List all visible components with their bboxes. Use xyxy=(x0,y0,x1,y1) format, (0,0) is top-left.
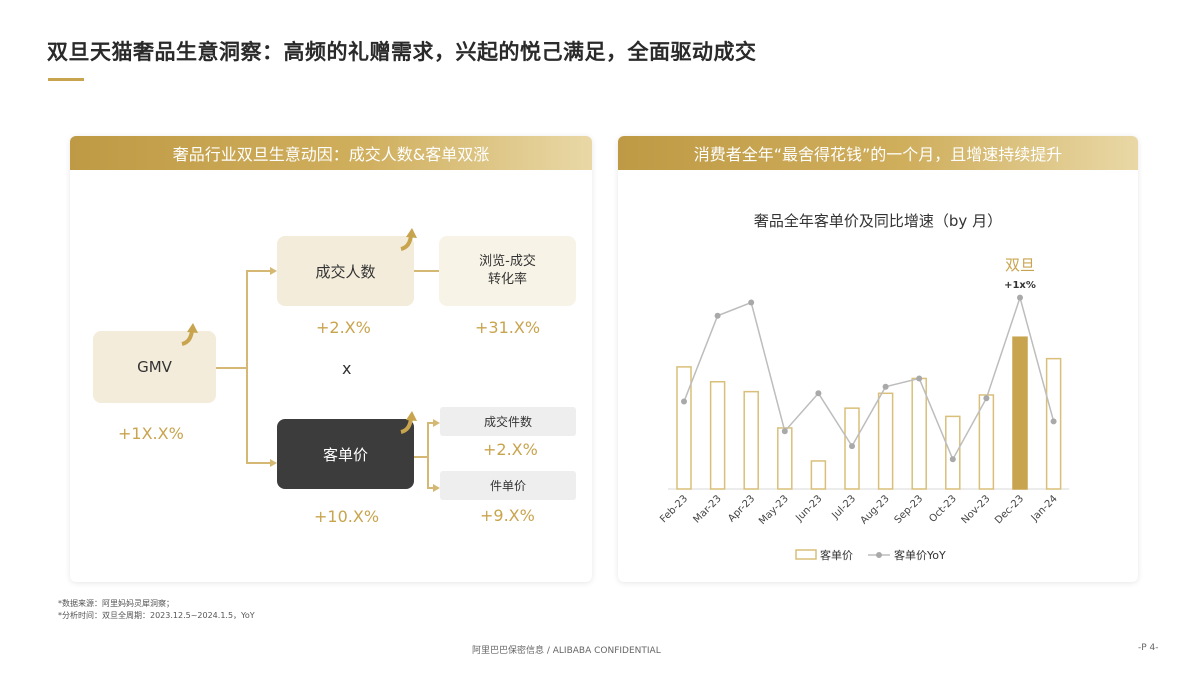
x-tick-label: Sep-23 xyxy=(893,493,926,526)
conversion-label-line1: 浏览-成交 xyxy=(479,254,536,269)
x-tick-label: Jan-24 xyxy=(1029,493,1060,524)
unit-price-value: +9.X% xyxy=(480,506,535,525)
bar-Jun-23 xyxy=(810,460,827,490)
yoy-point-Jan-24 xyxy=(1050,418,1057,425)
x-tick-label: Feb-23 xyxy=(658,493,690,525)
aov-value: +10.X% xyxy=(314,507,380,526)
yoy-point-Nov-23 xyxy=(983,395,990,402)
connector xyxy=(216,367,246,369)
footnote-period: *分析时间：双旦全周期：2023.12.5~2024.1.5，YoY xyxy=(58,611,255,620)
x-tick-label: Apr-23 xyxy=(726,493,757,524)
unit-price-box: 件单价 xyxy=(440,471,576,500)
right-panel-header: 消费者全年“最舍得花钱”的一个月，且增速持续提升 xyxy=(618,136,1138,170)
connector xyxy=(427,422,433,424)
yoy-point-Apr-23 xyxy=(748,299,755,306)
legend-line-marker xyxy=(876,552,882,558)
aov-box: 客单价 xyxy=(277,419,414,489)
x-tick-label: Nov-23 xyxy=(960,493,993,526)
multiply-sign: x xyxy=(342,359,352,378)
buyers-value: +2.X% xyxy=(316,318,371,337)
highlight-annotation: +1x% xyxy=(1004,280,1036,291)
x-tick-label: Jun-23 xyxy=(793,493,824,524)
connector xyxy=(246,270,248,463)
yoy-point-Aug-23 xyxy=(882,383,889,390)
highlight-label: 双旦 xyxy=(1005,256,1035,274)
x-tick-label: May-23 xyxy=(757,493,791,527)
yoy-point-Sep-23 xyxy=(916,375,923,382)
bar-Feb-23 xyxy=(676,366,692,490)
buyers-box: 成交人数 xyxy=(277,236,414,306)
yoy-point-Dec-23 xyxy=(1017,294,1023,301)
items-box: 成交件数 xyxy=(440,407,576,436)
chart-title: 奢品全年客单价及同比增速（by 月） xyxy=(753,212,1003,230)
aov-label: 客单价 xyxy=(322,445,368,464)
connector xyxy=(414,456,427,458)
left-panel-header: 奢品行业双旦生意动因：成交人数&客单双涨 xyxy=(70,136,592,170)
arrow-head xyxy=(270,267,277,275)
gmv-label: GMV xyxy=(137,358,172,376)
legend-bar-label: 客单价 xyxy=(820,548,853,562)
legend-bar-swatch xyxy=(795,549,817,560)
unit-price-label: 件单价 xyxy=(489,479,526,493)
bar-Oct-23 xyxy=(945,415,961,490)
yoy-point-Jul-23 xyxy=(849,443,855,450)
bar-Sep-23 xyxy=(911,377,927,490)
bar-Nov-23 xyxy=(978,394,995,490)
conversion-value: +31.X% xyxy=(475,318,541,337)
connector xyxy=(427,487,433,489)
x-tick-label: Dec-23 xyxy=(993,493,1026,526)
conversion-box: 浏览-成交 转化率 xyxy=(439,236,576,306)
buyers-label: 成交人数 xyxy=(315,262,376,281)
conversion-label-line2: 转化率 xyxy=(487,272,527,287)
arrow-head xyxy=(433,484,440,492)
chart-svg: Feb-23 Mar-23 Apr-23 May-23 Jun-23 Jul-23 Aug-… xyxy=(658,256,1070,562)
bar-May-23 xyxy=(777,427,793,490)
yoy-point-Mar-23 xyxy=(714,312,721,319)
legend-line-label: 客单价YoY xyxy=(894,548,946,562)
gmv-value: +1X.X% xyxy=(118,424,184,443)
bar-Apr-23 xyxy=(743,390,759,490)
arrow-head xyxy=(270,459,277,467)
bar-Aug-23 xyxy=(877,392,894,490)
x-tick-label: Mar-23 xyxy=(692,493,724,525)
yoy-point-Oct-23 xyxy=(949,456,956,463)
yoy-point-Feb-23 xyxy=(681,398,687,405)
yoy-point-May-23 xyxy=(781,428,788,435)
growth-arrow-icon xyxy=(400,411,417,434)
bar-Mar-23 xyxy=(709,381,726,490)
bar-Dec-23 xyxy=(1012,336,1028,490)
growth-arrow-icon xyxy=(181,323,198,346)
x-tick-label: Jul-23 xyxy=(830,493,859,522)
connector xyxy=(414,270,440,272)
footnote-source: *数据来源：阿里妈妈灵犀洞察； xyxy=(58,599,174,608)
items-label: 成交件数 xyxy=(483,415,532,429)
page-title: 双旦天猫奢品生意洞察：高频的礼赠需求，兴起的悦己满足，全面驱动成交 xyxy=(47,40,757,64)
connector xyxy=(427,422,429,488)
page-number: -P 4- xyxy=(1138,643,1159,653)
yoy-line xyxy=(683,295,1055,462)
title-underline xyxy=(48,78,84,81)
arrow-head xyxy=(433,419,440,427)
growth-arrow-icon xyxy=(400,228,417,251)
x-tick-label: Oct-23 xyxy=(927,493,959,525)
footer-confidential: 阿里巴巴保密信息 / ALIBABA CONFIDENTIAL xyxy=(472,646,661,656)
gmv-box: GMV xyxy=(93,331,216,403)
yoy-point-Jun-23 xyxy=(815,390,822,397)
connector xyxy=(246,462,270,464)
items-value: +2.X% xyxy=(483,440,538,459)
x-tick-label: Aug-23 xyxy=(859,493,892,526)
connector xyxy=(246,270,270,272)
